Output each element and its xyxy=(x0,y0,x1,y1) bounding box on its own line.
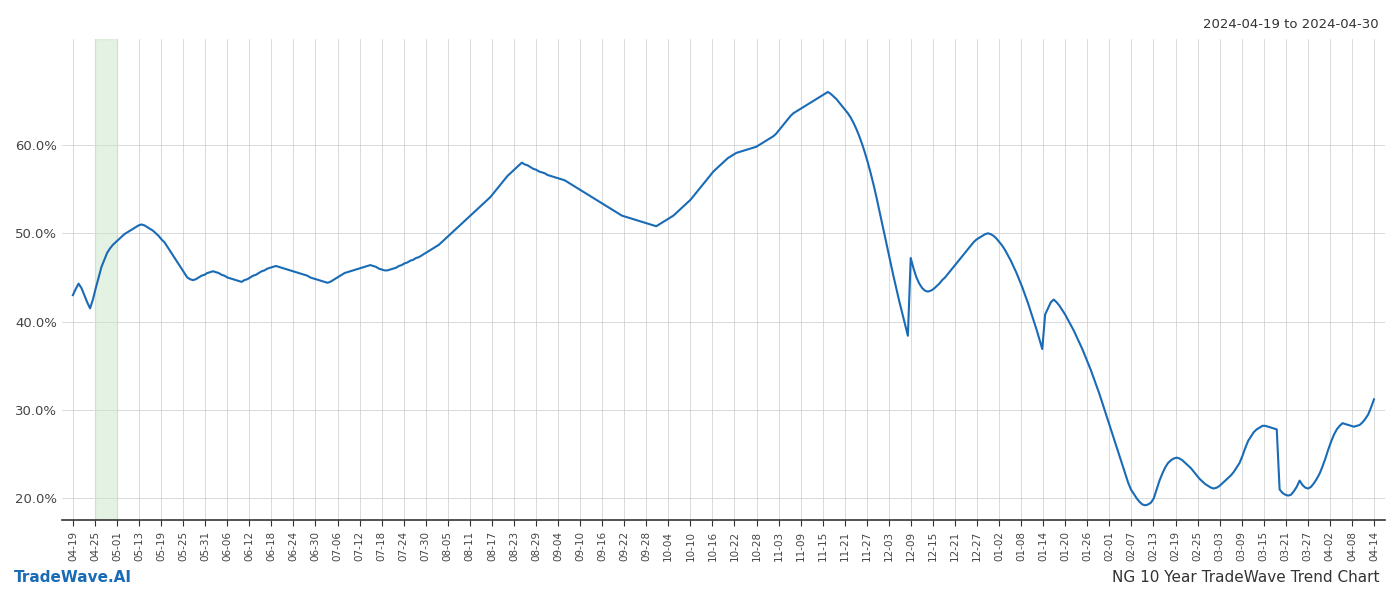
Bar xyxy=(95,39,118,520)
Text: TradeWave.AI: TradeWave.AI xyxy=(14,570,132,585)
Text: NG 10 Year TradeWave Trend Chart: NG 10 Year TradeWave Trend Chart xyxy=(1112,570,1379,585)
Text: 2024-04-19 to 2024-04-30: 2024-04-19 to 2024-04-30 xyxy=(1204,18,1379,31)
